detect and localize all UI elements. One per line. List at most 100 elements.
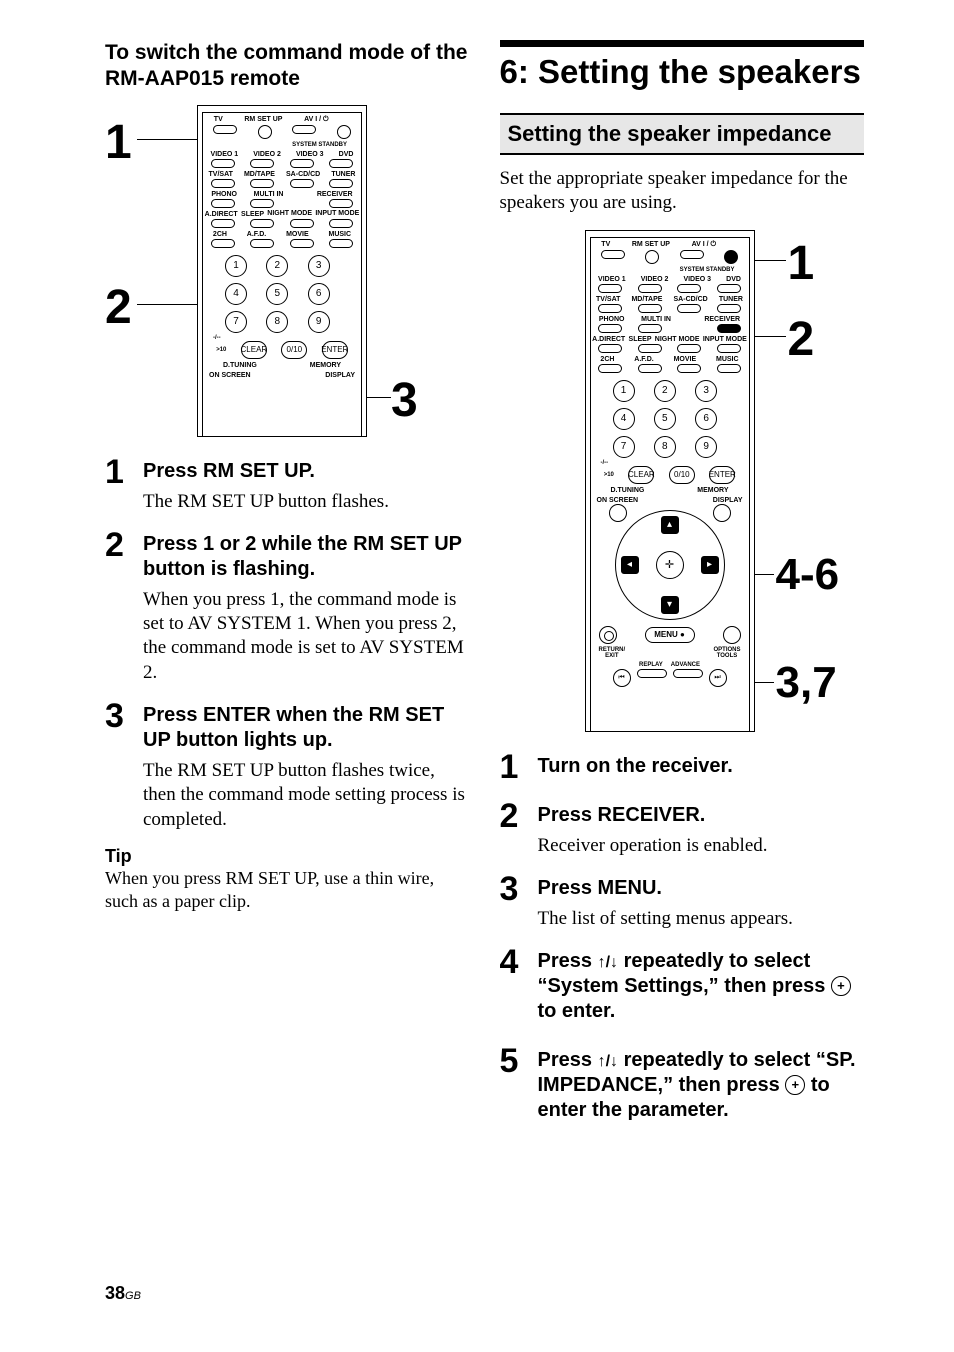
remote-btn bbox=[329, 199, 353, 208]
step-number: 4 bbox=[500, 945, 526, 1030]
section-rule bbox=[500, 40, 865, 47]
rowlabel: MD/TAPE bbox=[244, 171, 275, 178]
num-btn: 7 bbox=[225, 311, 247, 333]
step-text: When you press 1, the command mode is se… bbox=[143, 588, 470, 685]
rowlabel: SLEEP bbox=[629, 336, 652, 343]
zero-btn: 0/10 bbox=[281, 341, 307, 359]
rowlabel: VIDEO 2 bbox=[641, 276, 669, 283]
rowlabel: SLEEP bbox=[241, 211, 264, 218]
num-btn: 5 bbox=[266, 283, 288, 305]
display-label: DISPLAY bbox=[325, 372, 355, 379]
step-text: The RM SET UP button flashes twice, then… bbox=[143, 759, 470, 832]
remote-outline: TV RM SET UP AV I / ⏻ SYSTEM STANDBY bbox=[197, 105, 367, 437]
step-title: Press RM SET UP. bbox=[143, 459, 389, 484]
return-exit-label: RETURN/ EXIT bbox=[599, 647, 626, 659]
page-number: 38 bbox=[105, 1283, 125, 1303]
step-text: The list of setting menus appears. bbox=[538, 907, 793, 931]
replay-label: REPLAY bbox=[639, 662, 663, 668]
updown-icon: ↑/↓ bbox=[598, 953, 618, 973]
menu-btn-highlighted: MENU ● bbox=[645, 627, 695, 643]
rowlabel: SA-CD/CD bbox=[674, 296, 708, 303]
remote-btn bbox=[250, 159, 274, 168]
numpad: 1 2 3 4 5 6 7 8 9 bbox=[203, 251, 361, 337]
num-btn: 9 bbox=[308, 311, 330, 333]
rowlabel: RM SET UP bbox=[244, 116, 282, 124]
dtuning-label: D.TUNING bbox=[223, 362, 257, 369]
step-number: 1 bbox=[500, 750, 526, 785]
subsection-heading: Setting the speaker impedance bbox=[500, 113, 865, 155]
remote-outline: TV RM SET UP AV I / ⏻ SYSTEM STANDBY VID… bbox=[585, 230, 755, 732]
memory-label: MEMORY bbox=[310, 362, 341, 369]
remote-btn bbox=[211, 179, 235, 188]
return-btn bbox=[599, 626, 617, 644]
rowlabel: MOVIE bbox=[674, 356, 697, 363]
num-btn: 3 bbox=[308, 255, 330, 277]
left-steps: 1 Press RM SET UP. The RM SET UP button … bbox=[105, 455, 470, 833]
rowlabel: MULTI IN bbox=[254, 191, 284, 198]
step-title: Turn on the receiver. bbox=[538, 754, 733, 779]
remote-btn bbox=[250, 219, 274, 228]
rowlabel: VIDEO 1 bbox=[598, 276, 626, 283]
rowlabel: VIDEO 2 bbox=[253, 151, 281, 158]
step-title: Press RECEIVER. bbox=[538, 803, 768, 828]
section-heading: 6: Setting the speakers bbox=[500, 53, 865, 91]
step-title: Press MENU. bbox=[538, 876, 793, 901]
next-track-icon: ⏭ bbox=[709, 669, 727, 687]
power-icon bbox=[337, 125, 351, 139]
onscreen-label: ON SCREEN bbox=[209, 372, 251, 379]
rowlabel: TV/SAT bbox=[596, 296, 620, 303]
remote-btn bbox=[211, 219, 235, 228]
num-btn: 6 bbox=[308, 283, 330, 305]
enter-center-icon: ✛ bbox=[656, 551, 684, 579]
rowlabel: PHONO bbox=[599, 316, 625, 323]
updown-icon: ↑/↓ bbox=[598, 1052, 618, 1072]
region-code: GB bbox=[125, 1290, 141, 1302]
rowlabel: TUNER bbox=[331, 171, 355, 178]
down-arrow-icon: ▾ bbox=[661, 596, 679, 614]
callout-1: 1 bbox=[105, 115, 132, 170]
rowlabel: DVD bbox=[339, 151, 354, 158]
intro-para: Set the appropriate speaker impedance fo… bbox=[500, 167, 865, 216]
rowlabel: VIDEO 3 bbox=[296, 151, 324, 158]
rmsetup-icon bbox=[645, 250, 659, 264]
enter-btn: ENTER bbox=[322, 341, 348, 359]
rowlabel: SA-CD/CD bbox=[286, 171, 320, 178]
rowlabel: VIDEO 3 bbox=[683, 276, 711, 283]
step-number: 3 bbox=[500, 872, 526, 931]
right-arrow-icon: ▸ bbox=[701, 556, 719, 574]
replay-btn bbox=[637, 669, 667, 678]
rowlabel: MOVIE bbox=[286, 231, 309, 238]
prev-track-icon: ⏮ bbox=[613, 669, 631, 687]
remote-btn bbox=[213, 125, 237, 134]
page-footer: 38GB bbox=[105, 1283, 141, 1304]
rmsetup-icon bbox=[258, 125, 272, 139]
rowlabel: AV I / ⏻ bbox=[692, 241, 716, 249]
rowlabel: PHONO bbox=[211, 191, 237, 198]
remote-btn bbox=[329, 219, 353, 228]
enter-circle-icon bbox=[785, 1075, 805, 1095]
options-btn bbox=[723, 626, 741, 644]
advance-btn bbox=[673, 669, 703, 678]
callout-r37: 3,7 bbox=[776, 658, 837, 708]
up-arrow-icon: ▴ bbox=[661, 516, 679, 534]
options-tools-label: OPTIONS TOOLS bbox=[713, 647, 740, 659]
num-btn: 4 bbox=[225, 283, 247, 305]
step-title: Press ENTER when the RM SET UP button li… bbox=[143, 703, 470, 753]
remote-btn bbox=[290, 219, 314, 228]
left-subheading: To switch the command mode of the RM-AAP… bbox=[105, 40, 470, 93]
advance-label: ADVANCE bbox=[671, 662, 700, 668]
rowlabel: A.DIRECT bbox=[205, 211, 238, 218]
tip-heading: Tip bbox=[105, 846, 470, 867]
num-btn: 8 bbox=[266, 311, 288, 333]
step-title: Press ↑/↓ repeatedly to select “System S… bbox=[538, 949, 865, 1024]
rowlabel: MUSIC bbox=[328, 231, 351, 238]
rowlabel: MD/TAPE bbox=[631, 296, 662, 303]
corner-btn bbox=[713, 504, 731, 522]
right-steps: 1 Turn on the receiver. 2 Press RECEIVER… bbox=[500, 750, 865, 1130]
rowlabel: INPUT MODE bbox=[703, 336, 747, 343]
enter-circle-icon bbox=[831, 976, 851, 996]
remote-btn bbox=[601, 250, 625, 259]
clear-btn: CLEAR bbox=[241, 341, 267, 359]
left-arrow-icon: ◂ bbox=[621, 556, 639, 574]
rowlabel: RECEIVER bbox=[704, 316, 740, 323]
